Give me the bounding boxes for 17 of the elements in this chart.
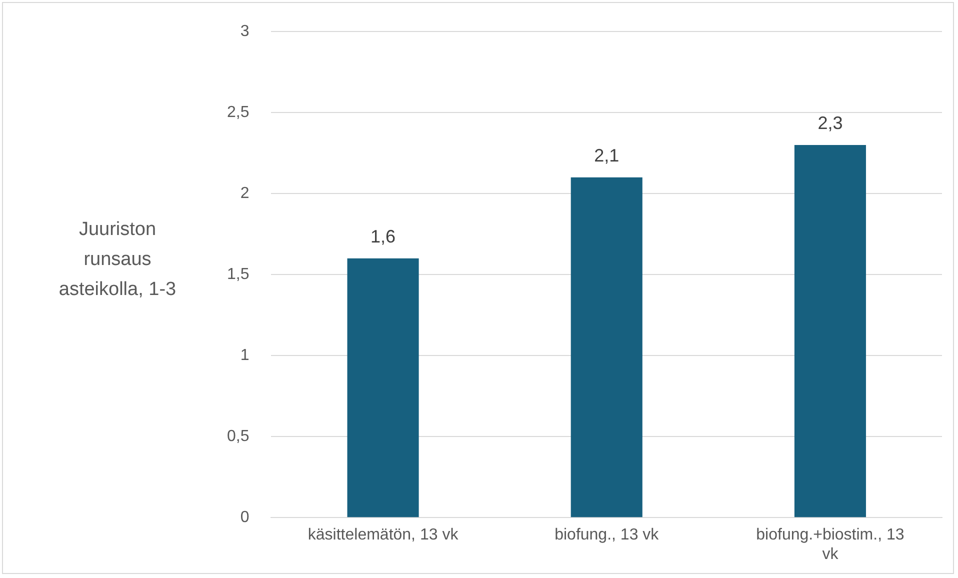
y-tick-label: 2,5: [226, 104, 250, 122]
x-tick-label: biofung.+biostim., 13 vk: [756, 526, 904, 563]
x-tick-label: biofung., 13 vk: [554, 526, 660, 544]
bar: [794, 145, 866, 518]
y-tick-label: 1: [240, 347, 250, 364]
y-axis-title: Juuriston runsaus asteikolla, 1-3: [58, 218, 178, 302]
y-tick-label: 3: [240, 23, 250, 40]
data-label: 1,6: [370, 226, 396, 246]
x-tick-label: käsittelemätön, 13 vk: [308, 526, 460, 544]
y-tick-label: 0: [240, 509, 250, 526]
data-label: 2,1: [594, 145, 620, 166]
data-label: 2,3: [818, 112, 843, 133]
bar: [347, 258, 419, 518]
bar: [570, 177, 642, 518]
y-tick-label: 0,5: [226, 428, 250, 446]
y-tick-label: 1,5: [226, 266, 250, 284]
y-tick-label: 2: [240, 185, 250, 202]
